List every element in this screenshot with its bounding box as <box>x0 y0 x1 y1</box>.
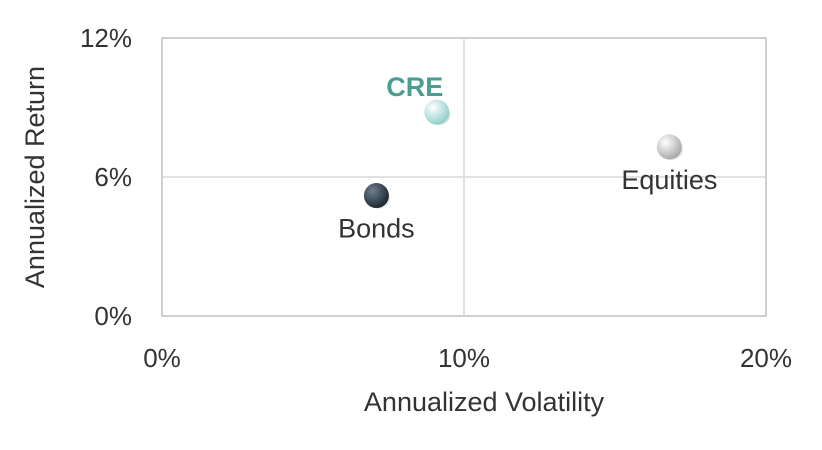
y-tick-label: 6% <box>94 162 132 192</box>
x-tick-label: 0% <box>143 343 181 373</box>
x-tick-label: 10% <box>438 343 490 373</box>
x-tick-label: 20% <box>740 343 792 373</box>
point-label: Bonds <box>338 214 415 244</box>
y-axis-title: Annualized Return <box>20 66 50 288</box>
x-axis-title: Annualized Volatility <box>364 387 605 417</box>
point-label: Equities <box>621 165 717 195</box>
tick-label-layer: 0% 10% 20% 0% 6% 12% <box>80 23 792 373</box>
data-point <box>656 134 682 160</box>
point-label: CRE <box>386 72 443 102</box>
point-layer: CRE Equities Bonds <box>338 72 717 243</box>
y-tick-label: 0% <box>94 301 132 331</box>
y-tick-label: 12% <box>80 23 132 53</box>
data-point <box>424 99 450 125</box>
grid-layer <box>161 37 767 317</box>
data-point <box>363 183 389 209</box>
